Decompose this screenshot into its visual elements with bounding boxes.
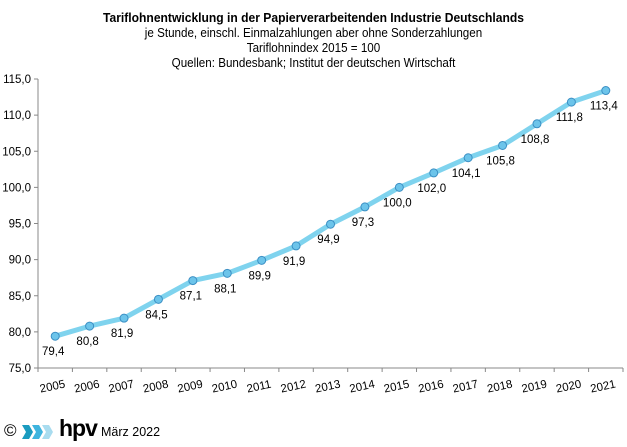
data-point <box>463 153 473 163</box>
logo-chevron-2 <box>32 425 43 439</box>
data-point <box>50 331 60 341</box>
data-label: 108,8 <box>521 134 550 146</box>
data-label: 87,1 <box>180 291 202 303</box>
brand-logo-text: hpv <box>59 415 98 441</box>
hpv-logo-icon <box>22 425 53 439</box>
chart-title: Tariflohnentwicklung in der Papierverarb… <box>103 10 524 25</box>
data-point <box>360 202 370 212</box>
data-point <box>257 255 267 265</box>
x-tick-label: 2017 <box>452 379 480 396</box>
data-label: 102,0 <box>417 183 446 195</box>
y-tick-label: 75,0 <box>9 363 31 375</box>
y-tick-label: 115,0 <box>3 74 31 86</box>
data-label: 94,9 <box>317 234 339 246</box>
y-tick-label: 85,0 <box>9 291 31 303</box>
x-tick-label: 2007 <box>108 379 136 396</box>
x-tick-label: 2006 <box>73 379 101 396</box>
data-label: 89,9 <box>248 270 270 282</box>
chart-subtitle-2: Tariflohnindex 2015 = 100 <box>246 41 381 55</box>
chart-subtitle-3: Quellen: Bundesbank; Institut der deutsc… <box>171 56 456 70</box>
data-label: 111,8 <box>556 112 583 124</box>
chart-subtitle-1: je Stunde, einschl. Einmalzahlungen aber… <box>144 26 483 40</box>
data-point <box>222 268 232 278</box>
data-label: 80,8 <box>76 336 98 348</box>
logo-chevron-1 <box>22 425 33 439</box>
x-tick-label: 2019 <box>521 379 549 396</box>
data-label: 97,3 <box>352 217 374 229</box>
x-tick-label: 2013 <box>314 379 342 396</box>
y-tick-label: 100,0 <box>2 182 31 194</box>
data-label: 100,0 <box>383 197 412 209</box>
x-axis: 2005 2006 2007 2008 2009 2010 2011 2012 2013 2014… <box>37 367 624 396</box>
x-tick-label: 2012 <box>280 379 308 396</box>
data-label: 84,5 <box>145 309 167 321</box>
copyright-symbol: © <box>4 421 17 440</box>
data-point <box>326 219 335 229</box>
data-point <box>85 321 95 331</box>
x-tick-label: 2021 <box>589 379 617 396</box>
x-tick-label: 2010 <box>211 379 239 396</box>
data-point <box>291 241 301 251</box>
x-tick-label: 2014 <box>349 378 377 395</box>
data-label: 91,9 <box>283 256 305 268</box>
data-point <box>601 86 611 96</box>
x-tick-label: 2016 <box>417 379 445 396</box>
x-tick-label: 2015 <box>383 379 411 396</box>
x-tick-label: 2020 <box>555 379 583 396</box>
y-tick-label: 110,0 <box>3 110 31 122</box>
y-tick-label: 105,0 <box>2 146 31 158</box>
y-tick-label: 90,0 <box>9 255 31 267</box>
footer: © hpv März 2022 <box>0 415 300 444</box>
data-label: 81,9 <box>111 328 133 340</box>
data-point <box>394 182 404 192</box>
y-tick-label: 80,0 <box>9 327 31 339</box>
data-point <box>119 313 129 323</box>
series-line <box>52 88 609 339</box>
data-labels: 79,4 80,8 81,9 84,5 87,1 88,1 89,9 91,9 94,9 97,3… <box>42 101 618 359</box>
data-point <box>532 119 542 129</box>
data-label: 113,4 <box>590 101 619 113</box>
data-point <box>188 276 198 286</box>
logo-chevron-3 <box>42 425 53 439</box>
x-tick-label: 2018 <box>486 379 514 396</box>
x-tick-label: 2009 <box>176 379 204 396</box>
data-label: 104,1 <box>452 168 481 180</box>
y-tick-label: 95,0 <box>9 219 31 231</box>
data-label: 105,8 <box>486 155 515 167</box>
footer-date: März 2022 <box>101 425 161 439</box>
data-label: 79,4 <box>42 346 65 358</box>
data-point <box>498 140 508 150</box>
series-tariflohnindex <box>50 86 611 341</box>
data-point <box>566 97 576 107</box>
chart-titles: Tariflohnentwicklung in der Papierverarb… <box>0 10 627 71</box>
data-point <box>153 294 163 304</box>
y-axis: 75,0 80,0 85,0 90,0 95,0 100,0 105,0 110,0 115,0 <box>2 74 39 375</box>
x-tick-label: 2011 <box>246 379 273 396</box>
data-label: 88,1 <box>214 283 236 295</box>
x-tick-label: 2008 <box>142 379 170 396</box>
x-tick-label: 2005 <box>39 379 67 396</box>
data-point <box>429 168 439 178</box>
